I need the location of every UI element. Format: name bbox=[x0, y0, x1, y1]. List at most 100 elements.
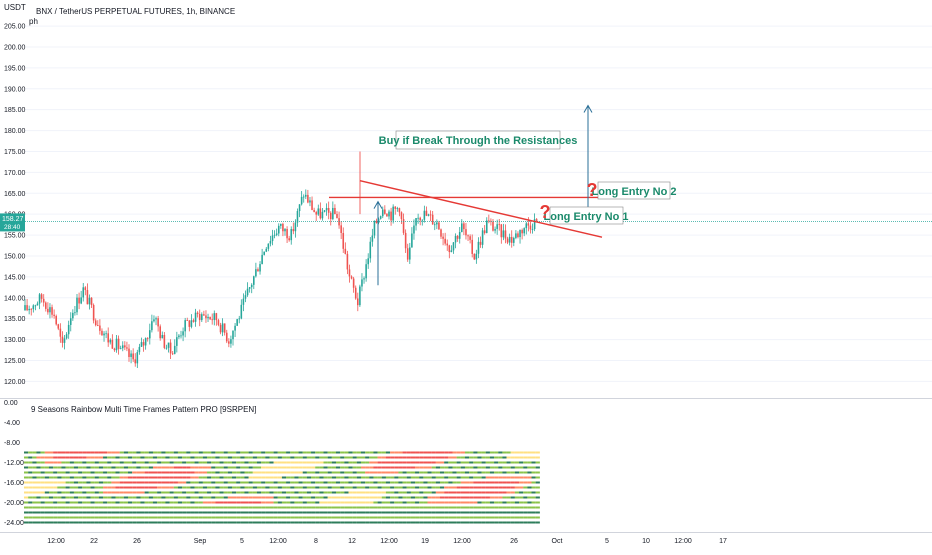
rainbow-cell bbox=[381, 476, 386, 479]
rainbow-cell bbox=[365, 481, 370, 484]
rainbow-cell bbox=[352, 506, 357, 509]
rainbow-cell bbox=[165, 471, 170, 474]
rainbow-cell bbox=[57, 516, 62, 519]
rainbow-cell bbox=[360, 471, 366, 474]
candle-body bbox=[296, 211, 299, 223]
rainbow-cell bbox=[140, 486, 145, 489]
rainbow-cell bbox=[311, 516, 316, 519]
rainbow-cell bbox=[498, 511, 503, 514]
rainbow-cell bbox=[406, 521, 411, 524]
rainbow-cell bbox=[302, 521, 307, 524]
rainbow-cell bbox=[98, 456, 104, 459]
candle-body bbox=[115, 338, 118, 351]
rainbow-cell bbox=[360, 481, 366, 484]
rainbow-cell bbox=[252, 506, 257, 509]
rainbow-cell bbox=[36, 456, 41, 459]
rainbow-cell bbox=[165, 486, 170, 489]
rainbow-cell bbox=[211, 491, 216, 494]
rainbow-cell bbox=[410, 481, 416, 484]
rainbow-cell bbox=[340, 491, 345, 494]
rainbow-cell bbox=[415, 461, 420, 464]
rainbow-cell bbox=[152, 496, 158, 499]
rainbow-cell bbox=[28, 481, 33, 484]
rainbow-cell bbox=[427, 506, 432, 509]
rainbow-cell bbox=[323, 521, 328, 524]
rainbow-cell bbox=[144, 511, 149, 514]
rainbow-cell bbox=[128, 471, 133, 474]
rainbow-cell bbox=[464, 476, 470, 479]
rainbow-cell bbox=[152, 471, 158, 474]
rainbow-cell bbox=[286, 456, 291, 459]
rainbow-cell bbox=[306, 511, 312, 514]
rainbow-cell bbox=[144, 476, 149, 479]
rainbow-cell bbox=[348, 491, 353, 494]
rainbow-cell bbox=[61, 451, 66, 454]
symbol-title[interactable]: BNX / TetherUS PERPETUAL FUTURES, 1h, BI… bbox=[36, 7, 236, 16]
rainbow-cell bbox=[286, 501, 291, 504]
candle-body bbox=[523, 228, 525, 234]
candle-body bbox=[354, 287, 357, 299]
rainbow-cell bbox=[452, 461, 457, 464]
rainbow-cell bbox=[236, 506, 241, 509]
candle-body bbox=[259, 264, 261, 272]
candle-body bbox=[384, 209, 386, 214]
rainbow-cell bbox=[152, 516, 158, 519]
rainbow-cell bbox=[398, 481, 403, 484]
candle-body bbox=[105, 333, 107, 335]
rainbow-cell bbox=[61, 501, 66, 504]
rainbow-cell bbox=[248, 491, 253, 494]
rainbow-cell bbox=[140, 461, 145, 464]
rainbow-cell bbox=[211, 476, 216, 479]
rainbow-cell bbox=[498, 491, 503, 494]
rainbow-cell bbox=[440, 521, 445, 524]
candle-body bbox=[469, 236, 471, 240]
rainbow-cell bbox=[169, 486, 174, 489]
rainbow-cell bbox=[460, 521, 465, 524]
rainbow-cell bbox=[394, 466, 399, 469]
rainbow-cell bbox=[340, 501, 345, 504]
rainbow-cell bbox=[90, 501, 95, 504]
candle-body bbox=[215, 313, 218, 321]
rainbow-cell bbox=[219, 466, 224, 469]
rainbow-cell bbox=[331, 501, 337, 504]
rainbow-cell bbox=[315, 511, 320, 514]
rainbow-cell bbox=[360, 501, 366, 504]
rainbow-cell bbox=[144, 486, 149, 489]
rainbow-cell bbox=[78, 501, 83, 504]
rainbow-cell bbox=[244, 466, 249, 469]
rainbow-cell bbox=[415, 511, 420, 514]
rainbow-cell bbox=[123, 451, 129, 454]
rainbow-cell bbox=[177, 501, 183, 504]
candle-body bbox=[473, 253, 476, 260]
rainbow-cell bbox=[365, 471, 370, 474]
rainbow-cell bbox=[286, 461, 291, 464]
rainbow-cell bbox=[356, 521, 361, 524]
rainbow-cell bbox=[227, 476, 233, 479]
rainbow-cell bbox=[236, 516, 241, 519]
indicator-title[interactable]: 9 Seasons Rainbow Multi Time Frames Patt… bbox=[31, 405, 257, 414]
rainbow-cell bbox=[294, 471, 299, 474]
rainbow-cell bbox=[69, 486, 74, 489]
rainbow-cell bbox=[286, 471, 291, 474]
rainbow-cell bbox=[211, 516, 216, 519]
rainbow-cell bbox=[261, 486, 266, 489]
rainbow-cell bbox=[502, 451, 507, 454]
rainbow-cell bbox=[352, 501, 357, 504]
rainbow-cell bbox=[481, 451, 486, 454]
rainbow-cell bbox=[352, 521, 357, 524]
rainbow-cell bbox=[331, 456, 337, 459]
rainbow-cell bbox=[510, 491, 515, 494]
rainbow-cell bbox=[281, 496, 287, 499]
osc-y-tick-label: -24.00 bbox=[4, 520, 24, 527]
rainbow-cell bbox=[427, 456, 432, 459]
rainbow-cell bbox=[277, 501, 282, 504]
rainbow-cell bbox=[69, 511, 74, 514]
candle-body bbox=[167, 342, 170, 348]
rainbow-cell bbox=[485, 506, 490, 509]
candle-body bbox=[65, 334, 68, 339]
rainbow-cell bbox=[111, 486, 116, 489]
rainbow-cell bbox=[385, 451, 391, 454]
rainbow-cell bbox=[311, 461, 316, 464]
rainbow-cell bbox=[69, 456, 74, 459]
